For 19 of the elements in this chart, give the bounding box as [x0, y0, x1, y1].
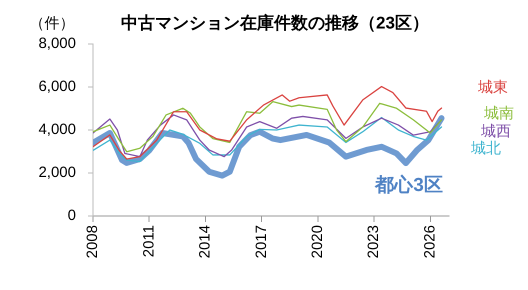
x-tick-label: 2011 [140, 225, 158, 258]
text: 城西 [480, 123, 511, 140]
series-label: 都心3区 [374, 174, 443, 196]
text: 城南 [483, 105, 514, 122]
chart-title: 中古マンション在庫件数の推移（23区） [121, 14, 429, 33]
y-tick-label: 2,000 [38, 164, 76, 182]
x-tick-label: 2008 [84, 225, 102, 258]
x-tick-label: 2014 [196, 225, 214, 258]
x-tick-label: 2017 [252, 225, 270, 258]
y-axis-title: （件） [30, 15, 74, 32]
y-tick-label: 8,000 [38, 35, 76, 52]
y-tick-label: 6,000 [38, 78, 76, 96]
x-tick-label: 2023 [365, 225, 382, 258]
text: 城北 [470, 140, 501, 158]
x-tick-label: 2026 [421, 225, 438, 258]
x-tick-label: 2020 [308, 225, 326, 258]
y-tick-label: 4,000 [38, 121, 76, 138]
y-tick-label: 0 [68, 207, 76, 224]
text: 城東 [477, 79, 508, 96]
